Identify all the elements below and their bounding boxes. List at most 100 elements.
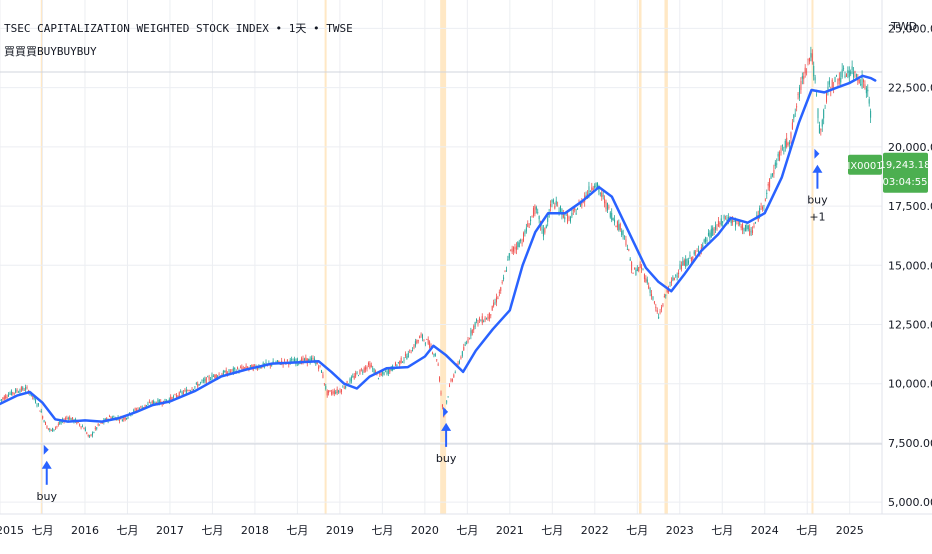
- candle-body: [200, 382, 202, 384]
- candle-body: [191, 388, 193, 391]
- candle-body: [439, 377, 441, 382]
- candle-body: [567, 214, 569, 223]
- candle-body: [467, 339, 469, 343]
- candle-body: [732, 220, 734, 223]
- candle-body: [434, 354, 436, 357]
- candle-body: [605, 201, 607, 210]
- candle-body: [645, 278, 647, 282]
- candle-body: [174, 394, 176, 396]
- candle-body: [332, 391, 334, 394]
- candle-body: [476, 318, 478, 322]
- candle-body: [771, 173, 773, 176]
- candle-body: [97, 423, 99, 426]
- candle-body: [99, 424, 101, 426]
- highlight-band: [664, 0, 668, 514]
- candle-body: [202, 380, 204, 382]
- candle-body: [574, 207, 576, 211]
- candle-body: [372, 368, 374, 370]
- candle-body: [52, 427, 54, 432]
- candle-body: [413, 345, 415, 349]
- candle-body: [366, 366, 368, 370]
- candle-body: [816, 94, 818, 96]
- candle-body: [45, 421, 47, 426]
- candle-body: [725, 218, 727, 220]
- candle-body: [853, 72, 855, 78]
- candle-body: [175, 395, 177, 398]
- candle-body: [212, 376, 214, 377]
- candle-body: [801, 76, 803, 79]
- candle-body: [854, 71, 856, 74]
- candle-body: [554, 205, 556, 209]
- price-tick-label: 7,500.00: [888, 437, 932, 450]
- candle-body: [185, 389, 187, 394]
- candle-body: [626, 249, 628, 250]
- candle-body: [686, 259, 688, 266]
- candle-body: [669, 281, 671, 284]
- indicator-name[interactable]: 買買買BUYBUYBUY: [4, 45, 97, 58]
- candle-body: [433, 354, 435, 356]
- candle-body: [25, 387, 27, 390]
- highlight-band: [324, 0, 327, 514]
- candle-body: [682, 261, 684, 266]
- candle-body: [532, 208, 534, 216]
- candle-body: [208, 376, 210, 380]
- candle-body: [612, 217, 614, 221]
- candle-body: [693, 251, 695, 255]
- candle-body: [713, 229, 715, 231]
- candle-body: [234, 367, 236, 370]
- buy-label: buy: [36, 490, 57, 503]
- candle-body: [498, 291, 500, 293]
- candle-body: [427, 339, 429, 344]
- candle-body: [730, 219, 732, 224]
- candle-body: [517, 241, 519, 247]
- candle-body: [232, 368, 234, 373]
- candle-body: [187, 390, 189, 392]
- candle-body: [458, 361, 460, 364]
- candle-body: [416, 340, 418, 344]
- candle-body: [547, 217, 549, 222]
- candle-body: [8, 394, 10, 397]
- candle-body: [316, 361, 318, 365]
- candle-body: [689, 255, 691, 257]
- candle-body: [744, 225, 746, 231]
- candle-body: [431, 352, 433, 354]
- candle-body: [525, 227, 527, 232]
- candle-body: [222, 370, 224, 376]
- candle-body: [49, 428, 51, 430]
- candle-body: [675, 274, 677, 276]
- candle-body: [510, 249, 512, 251]
- candle-body: [796, 106, 798, 108]
- candle-body: [218, 374, 220, 376]
- candle-body: [245, 365, 247, 369]
- candle-body: [602, 195, 604, 197]
- candle-body: [685, 259, 687, 267]
- candle-body: [355, 372, 357, 377]
- candle-body: [60, 421, 62, 423]
- candle-body: [181, 392, 183, 395]
- candle-body: [96, 427, 98, 429]
- candle-body: [379, 372, 381, 375]
- candle-body: [228, 369, 230, 373]
- candle-body: [256, 368, 258, 370]
- candle-body: [397, 362, 399, 364]
- candle-body: [46, 426, 48, 429]
- candle-body: [146, 405, 148, 406]
- candle-body: [184, 389, 186, 391]
- candle-body: [615, 226, 617, 227]
- candle-body: [363, 367, 365, 372]
- price-axis[interactable]: 25,000.00 22,500.00 20,000.00 17,500.00 15,0…: [888, 22, 932, 509]
- candle-body: [707, 232, 709, 236]
- candle-body: [10, 390, 12, 395]
- time-axis[interactable]: 2015 七月 2016 七月 2017 七月 2018 七月 2019 七月 2020 七月 2021…: [0, 524, 864, 537]
- candle-body: [501, 282, 503, 283]
- candle-body: [696, 250, 698, 252]
- candle-body: [843, 68, 845, 70]
- candle-body: [342, 386, 344, 388]
- candle-body: [308, 358, 310, 363]
- candle-body: [800, 80, 802, 90]
- candle-body: [231, 369, 233, 371]
- candle-body: [217, 376, 219, 378]
- candle-body: [164, 398, 166, 403]
- candle-body: [382, 371, 384, 374]
